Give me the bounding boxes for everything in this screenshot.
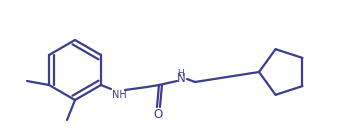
- Text: N: N: [177, 72, 185, 85]
- Text: NH: NH: [112, 90, 127, 100]
- Text: H: H: [178, 68, 184, 77]
- Text: O: O: [153, 107, 163, 121]
